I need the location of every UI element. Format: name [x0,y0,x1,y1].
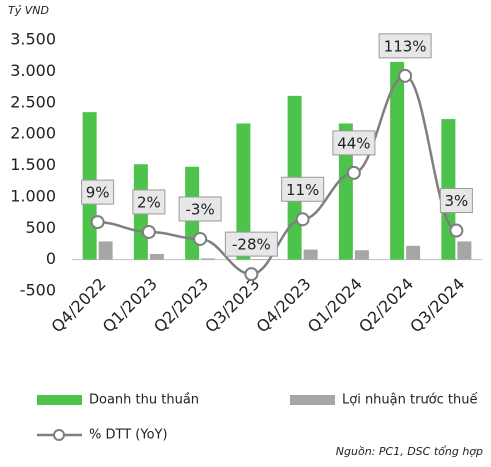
data-label: -3% [186,200,215,218]
data-label: 113% [384,37,427,55]
data-label-box [81,179,115,205]
y-tick-label: 2.000 [10,124,56,143]
line-marker [193,231,208,246]
legend-label: % DTT (YoY) [89,428,168,443]
data-label: -28% [232,236,271,254]
data-label: 11% [286,181,319,199]
legend-label: Lợi nhuận trước thuế [342,393,477,408]
y-tick-label: 3.000 [10,61,56,80]
data-label-box [178,196,222,222]
bar [201,258,216,260]
line-marker [449,223,464,238]
line-marker [346,165,361,180]
data-label-box [439,188,473,214]
unit-label: Tỷ VND [8,4,49,17]
y-tick-label: 0 [46,249,56,268]
data-label-box [224,231,278,257]
x-tick-label: Q2/2024 [355,274,417,336]
x-tick-label: Q4/2022 [47,274,109,336]
legend-swatch [290,395,335,405]
data-label: 9% [86,184,110,202]
x-tick-label: Q1/2023 [99,274,161,336]
bar [406,245,421,260]
x-tick-label: Q3/2024 [406,274,468,336]
legend-swatch [37,395,82,405]
source: Nguồn: PC1, DSC tổng hợp [336,445,483,458]
bar [236,123,251,260]
y-tick-label: -500 [20,281,56,300]
data-label: 44% [337,134,370,152]
line-marker [398,68,413,83]
line-marker [90,215,105,230]
y-tick-label: 1.000 [10,186,56,205]
x-tick-label: Q4/2023 [252,274,314,336]
bar [390,61,405,260]
line-marker [141,224,156,239]
data-label: 2% [137,193,161,211]
y-tick-label: 3.500 [10,30,56,49]
line-marker [244,267,259,282]
y-tick-label: 2.500 [10,92,56,111]
bar [457,241,472,260]
bar [98,241,113,260]
y-tick-label: 500 [25,218,56,237]
legend-label: Doanh thu thuần [89,393,199,408]
x-tick-label: Q3/2023 [201,274,263,336]
bar [303,249,318,260]
y-tick-label: 1.500 [10,155,56,174]
bar [338,123,353,260]
bar [149,253,164,260]
legend-marker [53,429,65,441]
line-marker [295,212,310,227]
bar [354,250,369,260]
bar [252,258,267,260]
data-label-box [378,33,432,59]
data-label: 3% [444,192,468,210]
x-tick-label: Q1/2024 [304,274,366,336]
data-label-box [132,189,166,215]
data-label-box [281,176,325,202]
data-label-box [332,130,376,156]
x-tick-label: Q2/2023 [150,274,212,336]
